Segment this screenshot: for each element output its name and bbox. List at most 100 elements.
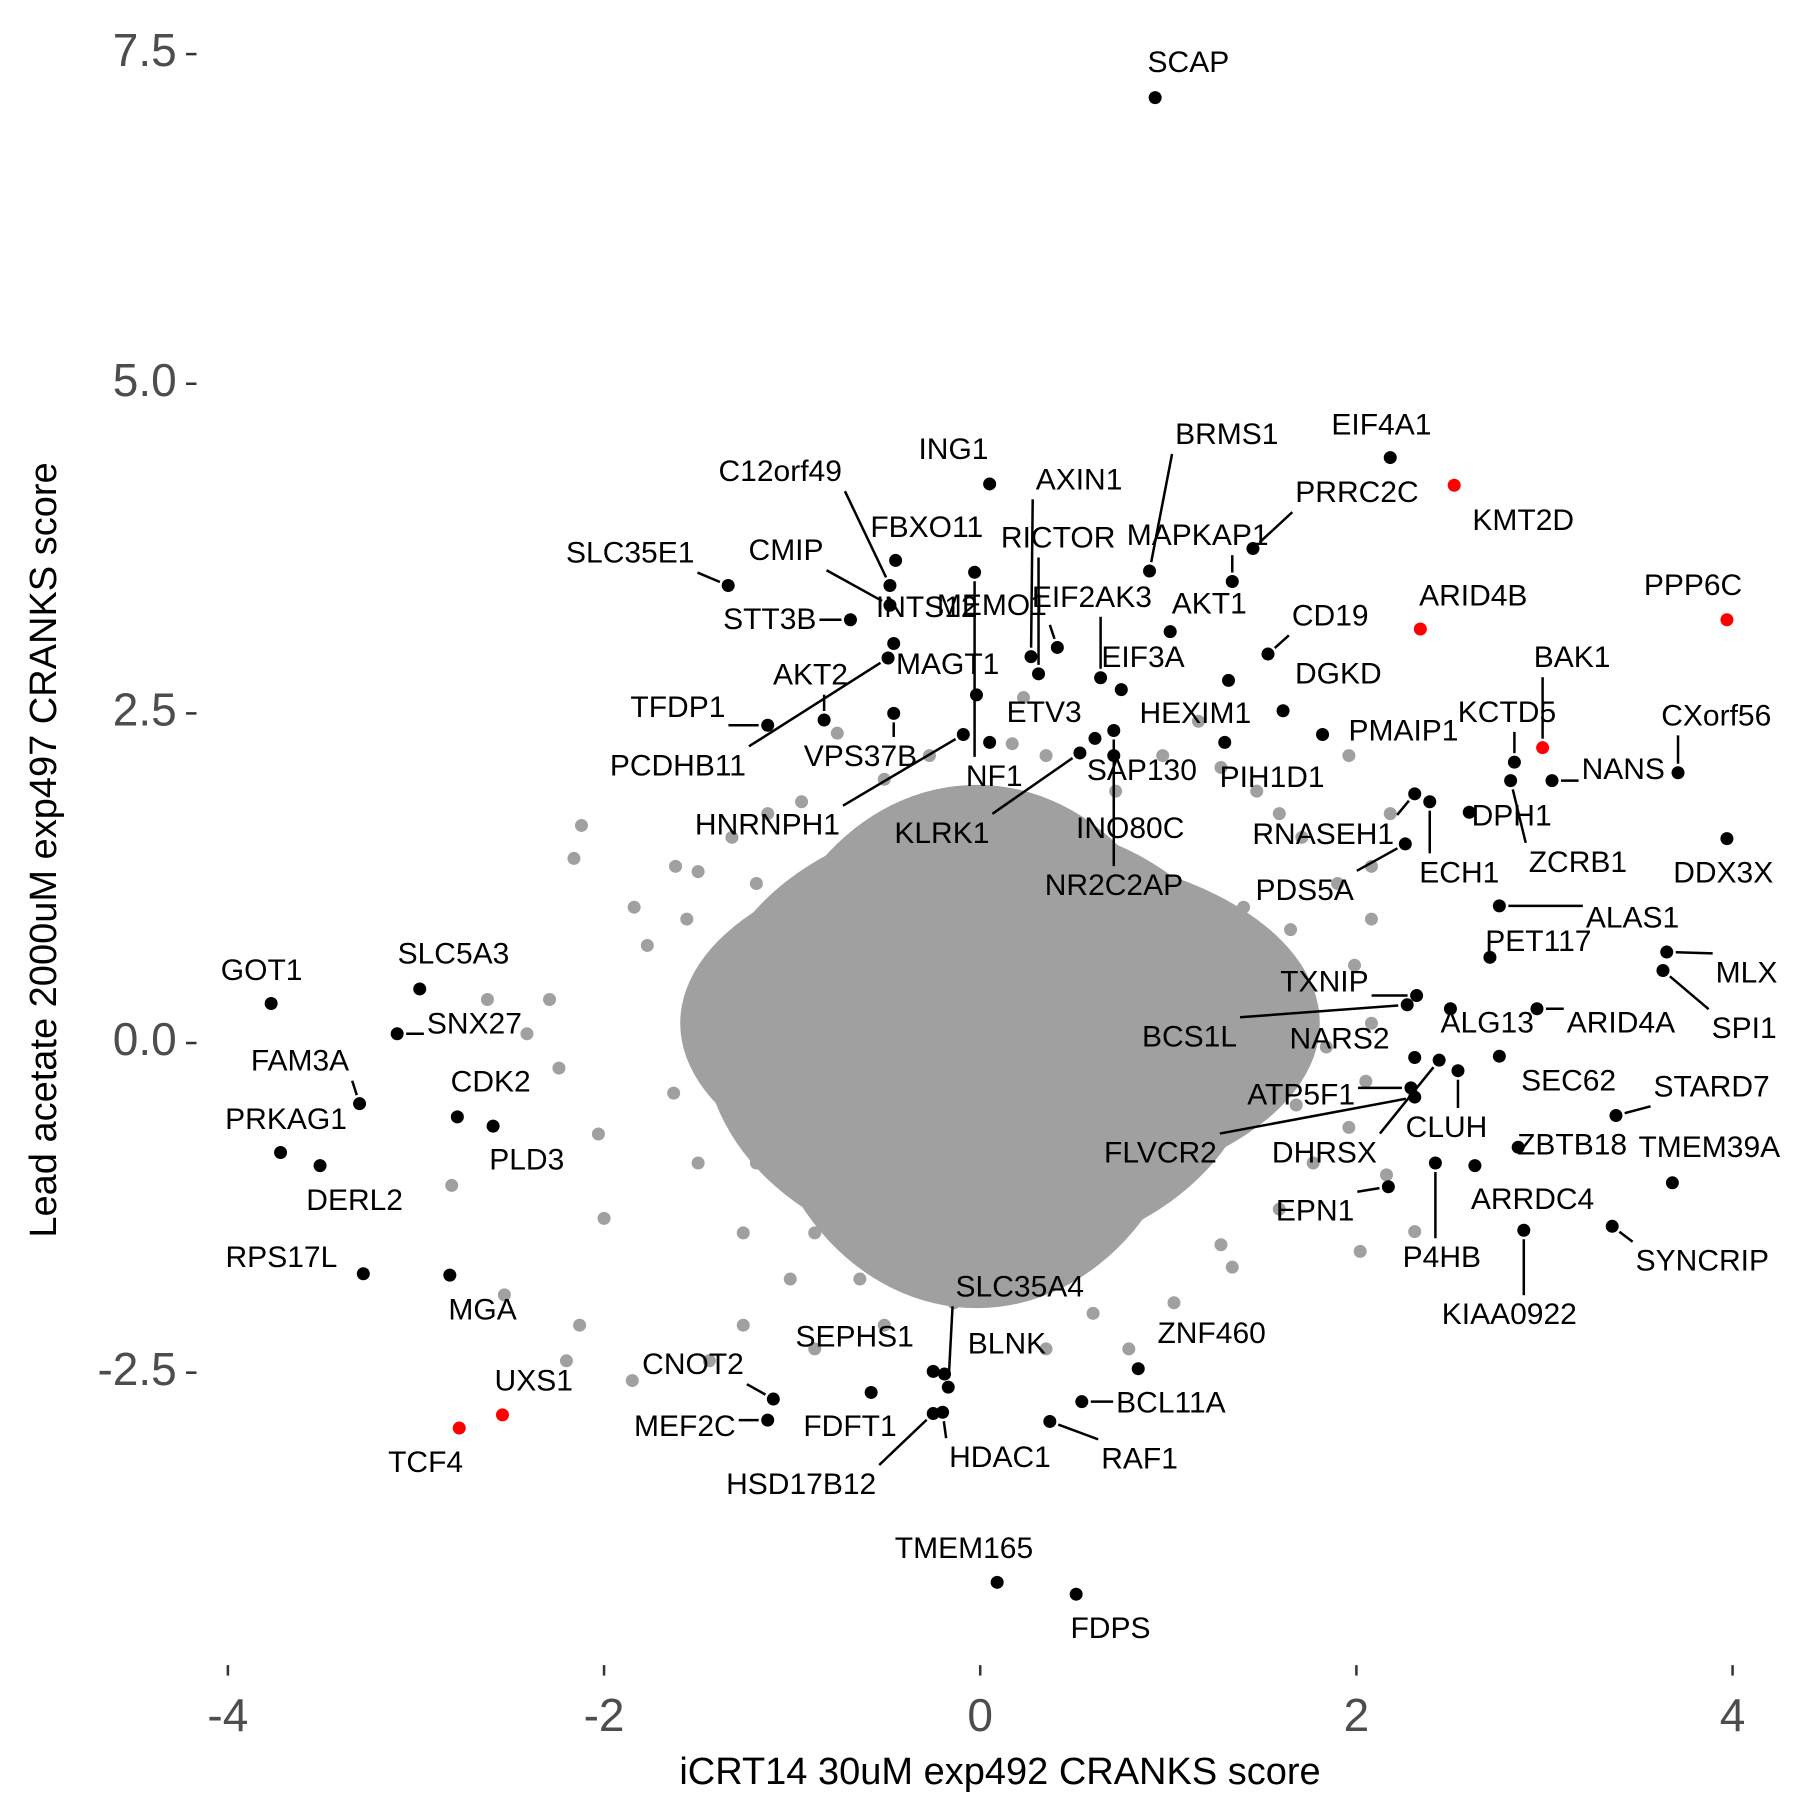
- highlight-point: [956, 727, 970, 741]
- y-axis-title: Lead acetate 2000uM exp497 CRANKS score: [23, 462, 65, 1237]
- highlight-point: [1511, 1140, 1525, 1154]
- highlight-point: [1665, 1176, 1679, 1190]
- point-label: DPH1: [1472, 799, 1552, 832]
- highlight-point: [1408, 787, 1422, 801]
- point-label: RNASEH1: [1252, 818, 1394, 851]
- point-label: HDAC1: [949, 1441, 1051, 1474]
- point-label: STARD7: [1654, 1070, 1770, 1103]
- highlight-point: [926, 1364, 940, 1378]
- background-point: [1379, 1168, 1393, 1182]
- point-label: EPN1: [1276, 1195, 1354, 1228]
- point-label: INO80C: [1076, 812, 1184, 845]
- cloud-core: [755, 784, 1198, 1309]
- point-label: SEC62: [1521, 1064, 1616, 1097]
- point-label: CDK2: [451, 1066, 531, 1099]
- highlight-point: [1107, 724, 1121, 738]
- point-label: ING1: [918, 433, 988, 466]
- background-point: [1016, 691, 1030, 705]
- highlight-point: [1492, 899, 1506, 913]
- point-label: AKT2: [773, 659, 848, 692]
- background-point: [597, 1211, 611, 1225]
- background-point: [625, 1374, 639, 1388]
- leader-line: [942, 1420, 948, 1439]
- y-tick-label: 5.0: [113, 354, 177, 406]
- leader-line: [1258, 511, 1294, 544]
- highlight-point: [1075, 1395, 1089, 1409]
- background-point: [640, 938, 654, 952]
- point-label: NANS: [1582, 753, 1665, 786]
- x-tick-label: -4: [207, 1689, 248, 1741]
- point-label: TFDP1: [630, 691, 725, 724]
- x-tick-label: 2: [1344, 1689, 1370, 1741]
- point-label: PRRC2C: [1295, 476, 1418, 509]
- leader-line: [748, 661, 882, 748]
- background-point: [1272, 807, 1286, 821]
- point-label: BCS1L: [1142, 1020, 1237, 1053]
- point-label: ETV3: [1007, 696, 1082, 729]
- point-label: ALG13: [1441, 1006, 1534, 1039]
- background-point: [1289, 1098, 1303, 1112]
- highlight-point: [1088, 731, 1102, 745]
- highlight-point: [1024, 650, 1038, 664]
- background-point: [1319, 1040, 1333, 1054]
- point-label: PLD3: [489, 1144, 564, 1177]
- highlight-point: [1451, 1064, 1465, 1078]
- background-point: [761, 807, 775, 821]
- point-label: TMEM39A: [1638, 1131, 1780, 1164]
- leader-line: [1378, 1066, 1435, 1135]
- point-label: ARID4B: [1419, 580, 1527, 613]
- x-tick-label: 4: [1720, 1689, 1746, 1741]
- highlight-point: [1720, 613, 1734, 627]
- point-label: MAPKAP1: [1127, 519, 1269, 552]
- highlight-point: [1462, 805, 1476, 819]
- highlight-point: [1447, 478, 1461, 492]
- background-point: [1039, 749, 1053, 763]
- point-label: FLVCR2: [1104, 1137, 1217, 1170]
- highlight-point: [1660, 945, 1674, 959]
- highlight-point: [1423, 795, 1437, 809]
- highlight-point: [1073, 746, 1087, 760]
- background-point: [1342, 1120, 1356, 1134]
- point-label: AKT1: [1172, 588, 1247, 621]
- highlight-point: [1043, 1414, 1057, 1428]
- background-point: [691, 865, 705, 879]
- highlight-point: [1413, 622, 1427, 636]
- point-label: PCDHB11: [610, 749, 746, 782]
- points: [264, 91, 1734, 1601]
- background-point: [1191, 714, 1205, 728]
- highlight-point: [1492, 1049, 1506, 1063]
- point-label: EIF2AK3: [1032, 581, 1152, 614]
- point-label: BCL11A: [1116, 1387, 1226, 1420]
- background-point: [669, 859, 683, 873]
- highlight-point: [983, 477, 997, 491]
- point-label: PPP6C: [1644, 569, 1742, 602]
- background-point: [749, 1156, 763, 1170]
- point-label: TXNIP: [1280, 966, 1368, 999]
- point-label: DERL2: [306, 1184, 403, 1217]
- highlight-point: [356, 1267, 370, 1281]
- y-tick-label: -2.5: [97, 1343, 176, 1395]
- highlight-point: [843, 613, 857, 627]
- leader-line: [825, 569, 883, 603]
- highlight-point: [1114, 683, 1128, 697]
- highlight-point: [1468, 1159, 1482, 1173]
- highlight-point: [1148, 91, 1162, 105]
- background-point: [736, 1318, 750, 1332]
- highlight-point: [1400, 998, 1414, 1012]
- background-point: [573, 1318, 587, 1332]
- point-label: CXorf56: [1661, 699, 1771, 732]
- background-point: [702, 1354, 716, 1368]
- point-label: CNOT2: [642, 1348, 744, 1381]
- background-point: [1214, 760, 1228, 774]
- background-point: [591, 1127, 605, 1141]
- highlight-point: [761, 1413, 775, 1427]
- point-label: NR2C2AP: [1045, 869, 1183, 902]
- leader-line: [1273, 634, 1290, 649]
- point-label: ZCRB1: [1529, 846, 1627, 879]
- background-point: [1353, 1244, 1367, 1258]
- highlight-point: [1163, 625, 1177, 639]
- highlight-point: [495, 1408, 509, 1422]
- point-label: KIAA0922: [1442, 1298, 1577, 1331]
- point-label: SNX27: [427, 1008, 522, 1041]
